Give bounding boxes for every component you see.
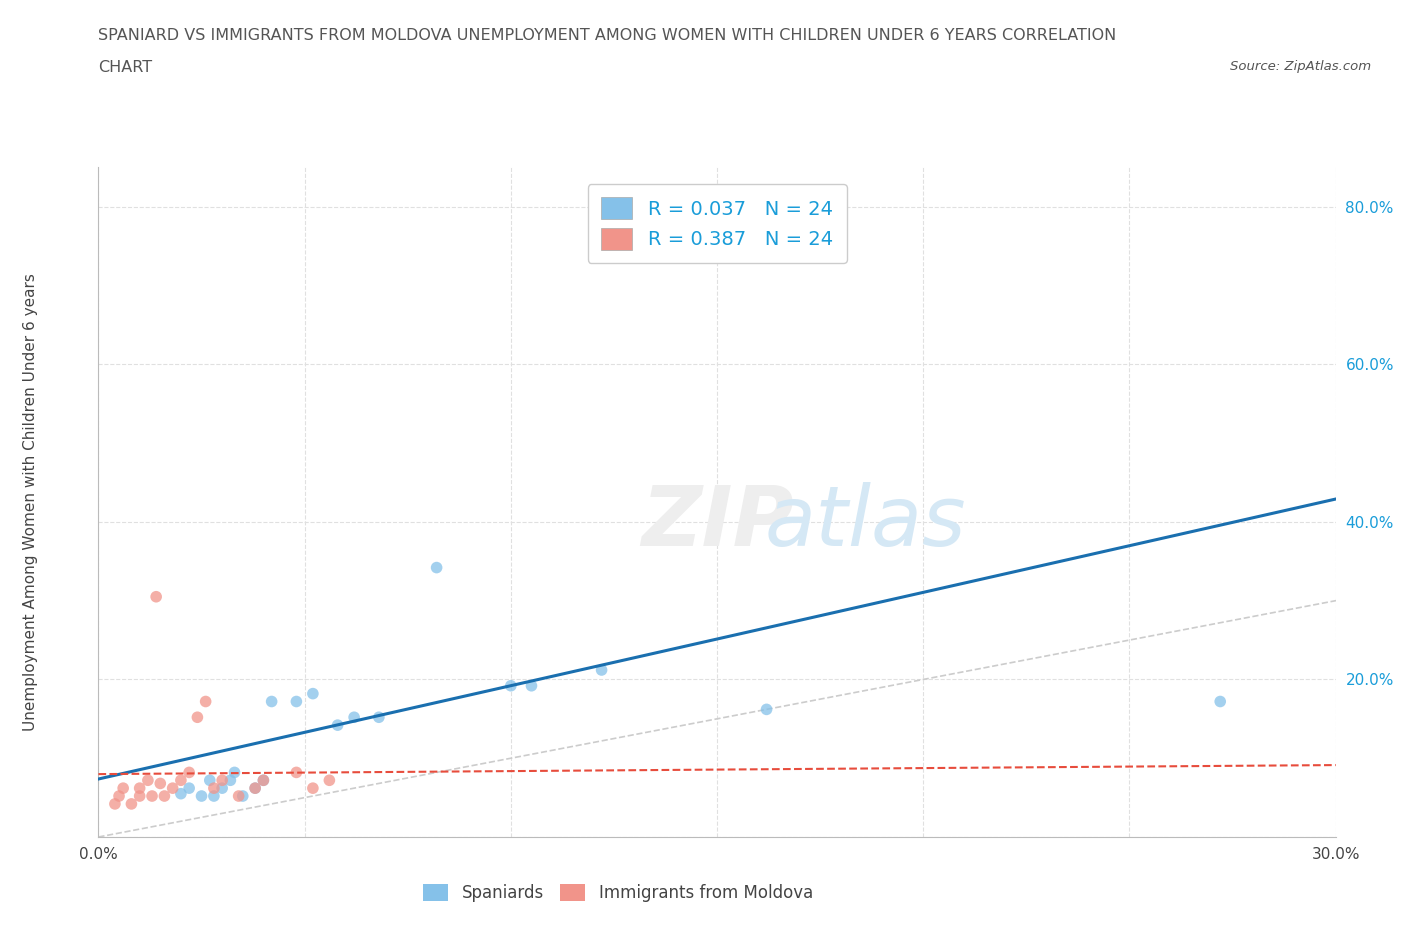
Point [186, 710, 208, 724]
Point [243, 780, 266, 795]
Point [228, 789, 250, 804]
Text: SPANIARD VS IMMIGRANTS FROM MOLDOVA UNEMPLOYMENT AMONG WOMEN WITH CHILDREN UNDER: SPANIARD VS IMMIGRANTS FROM MOLDOVA UNEM… [98, 28, 1116, 43]
Point [318, 773, 340, 788]
Point [190, 789, 212, 804]
Point [285, 694, 308, 709]
Point [141, 789, 163, 804]
Legend: Spaniards, Immigrants from Moldova: Spaniards, Immigrants from Moldova [416, 878, 820, 909]
Point [149, 776, 172, 790]
Point [179, 765, 201, 780]
Point [657, 221, 679, 236]
Point [755, 702, 778, 717]
Point [1209, 694, 1232, 709]
Point [128, 789, 150, 804]
Point [252, 773, 274, 788]
Point [153, 789, 176, 804]
Point [326, 718, 349, 733]
Point [219, 773, 242, 788]
Point [179, 780, 201, 795]
Point [252, 773, 274, 788]
Point [136, 773, 159, 788]
Point [224, 765, 246, 780]
Text: ZIP: ZIP [641, 482, 793, 563]
Point [302, 780, 325, 795]
Point [211, 773, 233, 788]
Point [211, 780, 233, 795]
Point [260, 694, 283, 709]
Point [145, 590, 167, 604]
Point [367, 710, 389, 724]
Point [285, 765, 308, 780]
Point [202, 789, 225, 804]
Text: CHART: CHART [98, 60, 152, 75]
Point [243, 780, 266, 795]
Text: atlas: atlas [765, 482, 966, 563]
Point [194, 694, 217, 709]
Point [302, 686, 325, 701]
Point [104, 796, 127, 811]
Point [198, 773, 221, 788]
Point [120, 796, 142, 811]
Point [343, 710, 366, 724]
Point [128, 780, 150, 795]
Text: Unemployment Among Women with Children Under 6 years: Unemployment Among Women with Children U… [22, 273, 38, 731]
Point [426, 560, 449, 575]
Point [112, 780, 135, 795]
Point [162, 780, 184, 795]
Text: Source: ZipAtlas.com: Source: ZipAtlas.com [1230, 60, 1371, 73]
Point [499, 678, 522, 693]
Point [232, 789, 254, 804]
Point [591, 662, 613, 677]
Point [108, 789, 131, 804]
Point [170, 773, 193, 788]
Point [202, 780, 225, 795]
Point [520, 678, 543, 693]
Point [170, 786, 193, 801]
